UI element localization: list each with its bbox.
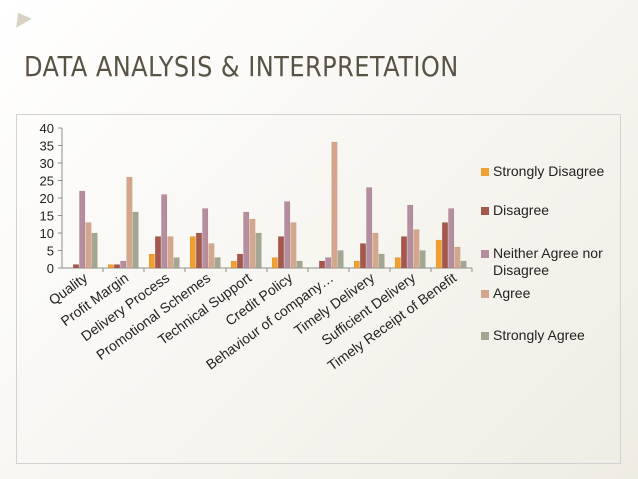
bar <box>319 260 326 269</box>
legend-label: Neither Agree nor Disagree <box>493 245 603 278</box>
bar <box>325 257 332 269</box>
bar <box>161 194 168 269</box>
bar <box>401 236 408 269</box>
bar <box>454 246 461 269</box>
legend-item: Agree <box>481 285 531 301</box>
y-tick-label: 40 <box>40 121 54 136</box>
bar <box>107 264 114 269</box>
y-tick-label: 25 <box>40 174 54 189</box>
bar <box>85 222 92 269</box>
bar <box>249 218 256 269</box>
bar <box>208 243 215 269</box>
chart-bars <box>72 141 467 269</box>
y-tick-label: 35 <box>40 139 54 154</box>
bar <box>337 250 344 269</box>
bar <box>394 257 401 269</box>
y-tick-label: 10 <box>40 226 54 241</box>
legend-label: Disagree <box>493 202 549 218</box>
legend-item: Strongly Disagree <box>481 163 604 179</box>
bar <box>79 190 86 269</box>
bar <box>442 222 449 269</box>
bar <box>353 260 360 269</box>
bar <box>255 232 262 269</box>
legend-swatch <box>481 332 489 340</box>
bar <box>419 250 426 269</box>
bar <box>148 253 155 269</box>
slide-title: DATA ANALYSIS & INTERPRETATION <box>24 50 459 83</box>
bar <box>271 257 278 269</box>
bar <box>154 236 161 269</box>
y-tick-label: 30 <box>40 156 54 171</box>
legend-swatch <box>481 250 489 258</box>
bar <box>331 141 338 269</box>
legend-label: Strongly Disagree <box>493 163 604 179</box>
bar <box>126 176 133 269</box>
legend-swatch <box>481 207 489 215</box>
bar <box>360 243 367 269</box>
bar <box>448 208 455 269</box>
bar <box>372 232 379 269</box>
bar <box>284 201 291 269</box>
legend-swatch <box>481 290 489 298</box>
bar <box>91 232 98 269</box>
bar <box>378 253 385 269</box>
legend-item: Strongly Agree <box>481 327 585 343</box>
bar <box>214 257 221 269</box>
legend-label: Agree <box>493 285 531 301</box>
bar <box>230 260 237 269</box>
bar <box>189 236 196 269</box>
legend-label: Strongly Agree <box>493 327 585 343</box>
legend-item: Disagree <box>481 202 549 218</box>
legend-swatch <box>481 168 489 176</box>
y-tick-label: 20 <box>40 191 54 206</box>
bar <box>132 211 139 269</box>
bar <box>167 236 174 269</box>
bar <box>202 208 209 269</box>
bar <box>407 204 414 269</box>
bar <box>120 260 127 269</box>
bar <box>290 222 297 269</box>
legend-item: Neither Agree nor Disagree <box>481 245 603 278</box>
bar <box>195 232 202 269</box>
bar <box>236 253 243 269</box>
bar <box>435 239 442 269</box>
y-tick-label: 5 <box>47 244 54 259</box>
bar <box>460 260 467 269</box>
bar <box>243 211 250 269</box>
y-tick-label: 15 <box>40 209 54 224</box>
bar <box>113 264 120 269</box>
bar <box>366 187 373 269</box>
bar <box>296 260 303 269</box>
bar <box>413 229 420 269</box>
bar <box>72 264 79 269</box>
chart-legend: Strongly Disagree Disagree Neither Agree n… <box>481 163 604 343</box>
chart-frame <box>16 114 621 464</box>
y-tick-label: 0 <box>47 261 54 276</box>
bar <box>278 236 285 269</box>
bar <box>173 257 180 269</box>
